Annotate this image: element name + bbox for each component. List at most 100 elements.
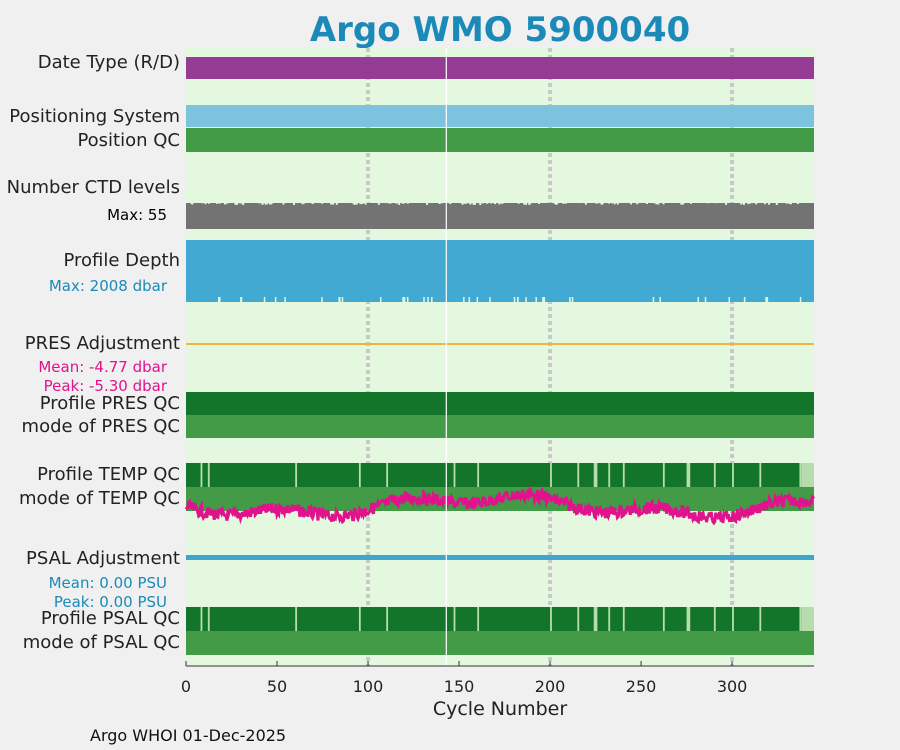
label-profile-depth: Profile Depth <box>63 250 180 271</box>
temp-qc-gap <box>608 463 611 487</box>
ctd-speckle <box>662 200 665 205</box>
ctd-speckle <box>282 200 285 205</box>
psal-qc-gap <box>577 607 580 631</box>
ctd-speckle <box>616 200 619 205</box>
depth-tick-mark <box>468 297 471 302</box>
ctd-speckle <box>264 200 267 205</box>
ctd-speckle <box>479 200 482 205</box>
depth-tick-mark <box>379 297 382 302</box>
ctd-speckle <box>607 200 610 204</box>
depth-tick-mark <box>240 297 242 302</box>
band-profile-psal-qc <box>186 607 814 631</box>
ctd-speckle <box>234 200 237 205</box>
ctd-speckle <box>763 200 766 205</box>
pres-adjustment-peak: Peak: -5.30 dbar <box>43 377 167 395</box>
ctd-speckle <box>630 200 633 205</box>
psal-qc-gap <box>732 607 734 631</box>
depth-tick-mark <box>704 297 707 302</box>
temp-qc-gap <box>686 463 691 487</box>
ctd-speckle <box>528 200 531 205</box>
temp-qc-gap <box>622 463 625 487</box>
ctd-speckle <box>383 200 386 204</box>
depth-tick-mark <box>274 297 277 302</box>
label-date-type: Date Type (R/D) <box>37 52 180 73</box>
ctd-speckle <box>351 200 354 204</box>
ctd-speckle <box>361 200 364 204</box>
depth-tick-mark <box>476 297 479 302</box>
temp-qc-gap <box>799 463 802 487</box>
depth-tick-mark <box>766 297 769 302</box>
temp-qc-gap <box>662 463 665 487</box>
grid-lines <box>366 48 735 666</box>
ctd-speckle <box>525 200 528 205</box>
ctd-speckle <box>311 200 314 205</box>
psal-qc-gap <box>453 607 456 631</box>
temp-qc-gap <box>759 463 762 487</box>
temp-qc-gap <box>477 463 480 487</box>
ctd-speckle <box>584 200 587 205</box>
ctd-speckle <box>775 200 778 205</box>
ctd-speckle <box>335 200 338 205</box>
depth-tick-mark <box>571 297 574 302</box>
ctd-speckle <box>655 200 658 205</box>
ctd-speckle <box>472 200 475 205</box>
ctd-speckle <box>481 200 484 204</box>
ctd-speckle <box>498 200 501 205</box>
ctd-speckle <box>493 200 496 205</box>
label-mode-psal-qc: mode of PSAL QC <box>22 632 180 653</box>
ctd-speckle <box>595 200 598 204</box>
ctd-speckle <box>430 200 433 204</box>
ctd-speckle <box>296 200 299 204</box>
ctd-speckle <box>462 200 465 204</box>
depth-tick-mark <box>284 297 286 302</box>
label-pres-adjustment: PRES Adjustment <box>24 333 180 354</box>
ctd-levels-max: Max: 55 <box>107 206 167 224</box>
ctd-speckle <box>270 200 273 205</box>
ctd-speckle <box>789 200 792 205</box>
label-ctd-levels: Number CTD levels <box>6 177 180 198</box>
ctd-speckle <box>469 200 472 205</box>
ctd-speckle <box>465 200 468 204</box>
temp-qc-gap <box>207 463 210 487</box>
depth-tick-mark <box>218 297 220 302</box>
temp-qc-gap <box>386 463 389 487</box>
depth-tick-mark <box>659 297 661 302</box>
band-mode-psal-qc <box>186 631 814 655</box>
depth-tick-mark <box>513 297 516 302</box>
ctd-speckle <box>529 200 532 204</box>
band-psal-adjustment <box>186 555 814 560</box>
ctd-speckle <box>426 200 429 205</box>
ctd-speckle <box>224 200 227 205</box>
band-profile-pres-qc <box>186 392 814 415</box>
ctd-speckle <box>354 200 357 204</box>
temp-qc-gap <box>358 463 361 487</box>
depth-tick-mark <box>321 297 323 302</box>
depth-tick-mark <box>263 297 266 302</box>
ctd-speckle <box>321 200 324 204</box>
ctd-speckle <box>652 200 655 204</box>
ctd-speckle <box>464 200 467 205</box>
ctd-speckle <box>562 200 565 204</box>
ctd-speckle <box>715 200 718 204</box>
psal-qc-gap <box>801 607 814 631</box>
ctd-speckle <box>271 200 274 204</box>
ctd-speckle <box>393 200 396 204</box>
psal-qc-gap <box>386 607 389 631</box>
label-position-qc: Position QC <box>77 130 180 151</box>
ctd-speckle <box>268 200 271 205</box>
ctd-speckle <box>725 200 728 205</box>
temp-qc-gap <box>593 463 598 487</box>
ctd-speckle <box>364 200 367 205</box>
ctd-speckle <box>191 200 194 205</box>
psal-qc-gap <box>759 607 762 631</box>
ctd-speckle <box>680 200 683 205</box>
ctd-speckle <box>501 200 504 204</box>
ctd-speckle <box>768 200 771 205</box>
ctd-speckle <box>261 200 264 205</box>
ctd-speckle <box>755 200 758 205</box>
ctd-speckle <box>291 200 294 204</box>
x-tick-label: 100 <box>353 677 384 696</box>
depth-tick-mark <box>431 297 433 302</box>
label-positioning-system: Positioning System <box>9 106 180 127</box>
depth-tick-mark <box>219 297 221 302</box>
